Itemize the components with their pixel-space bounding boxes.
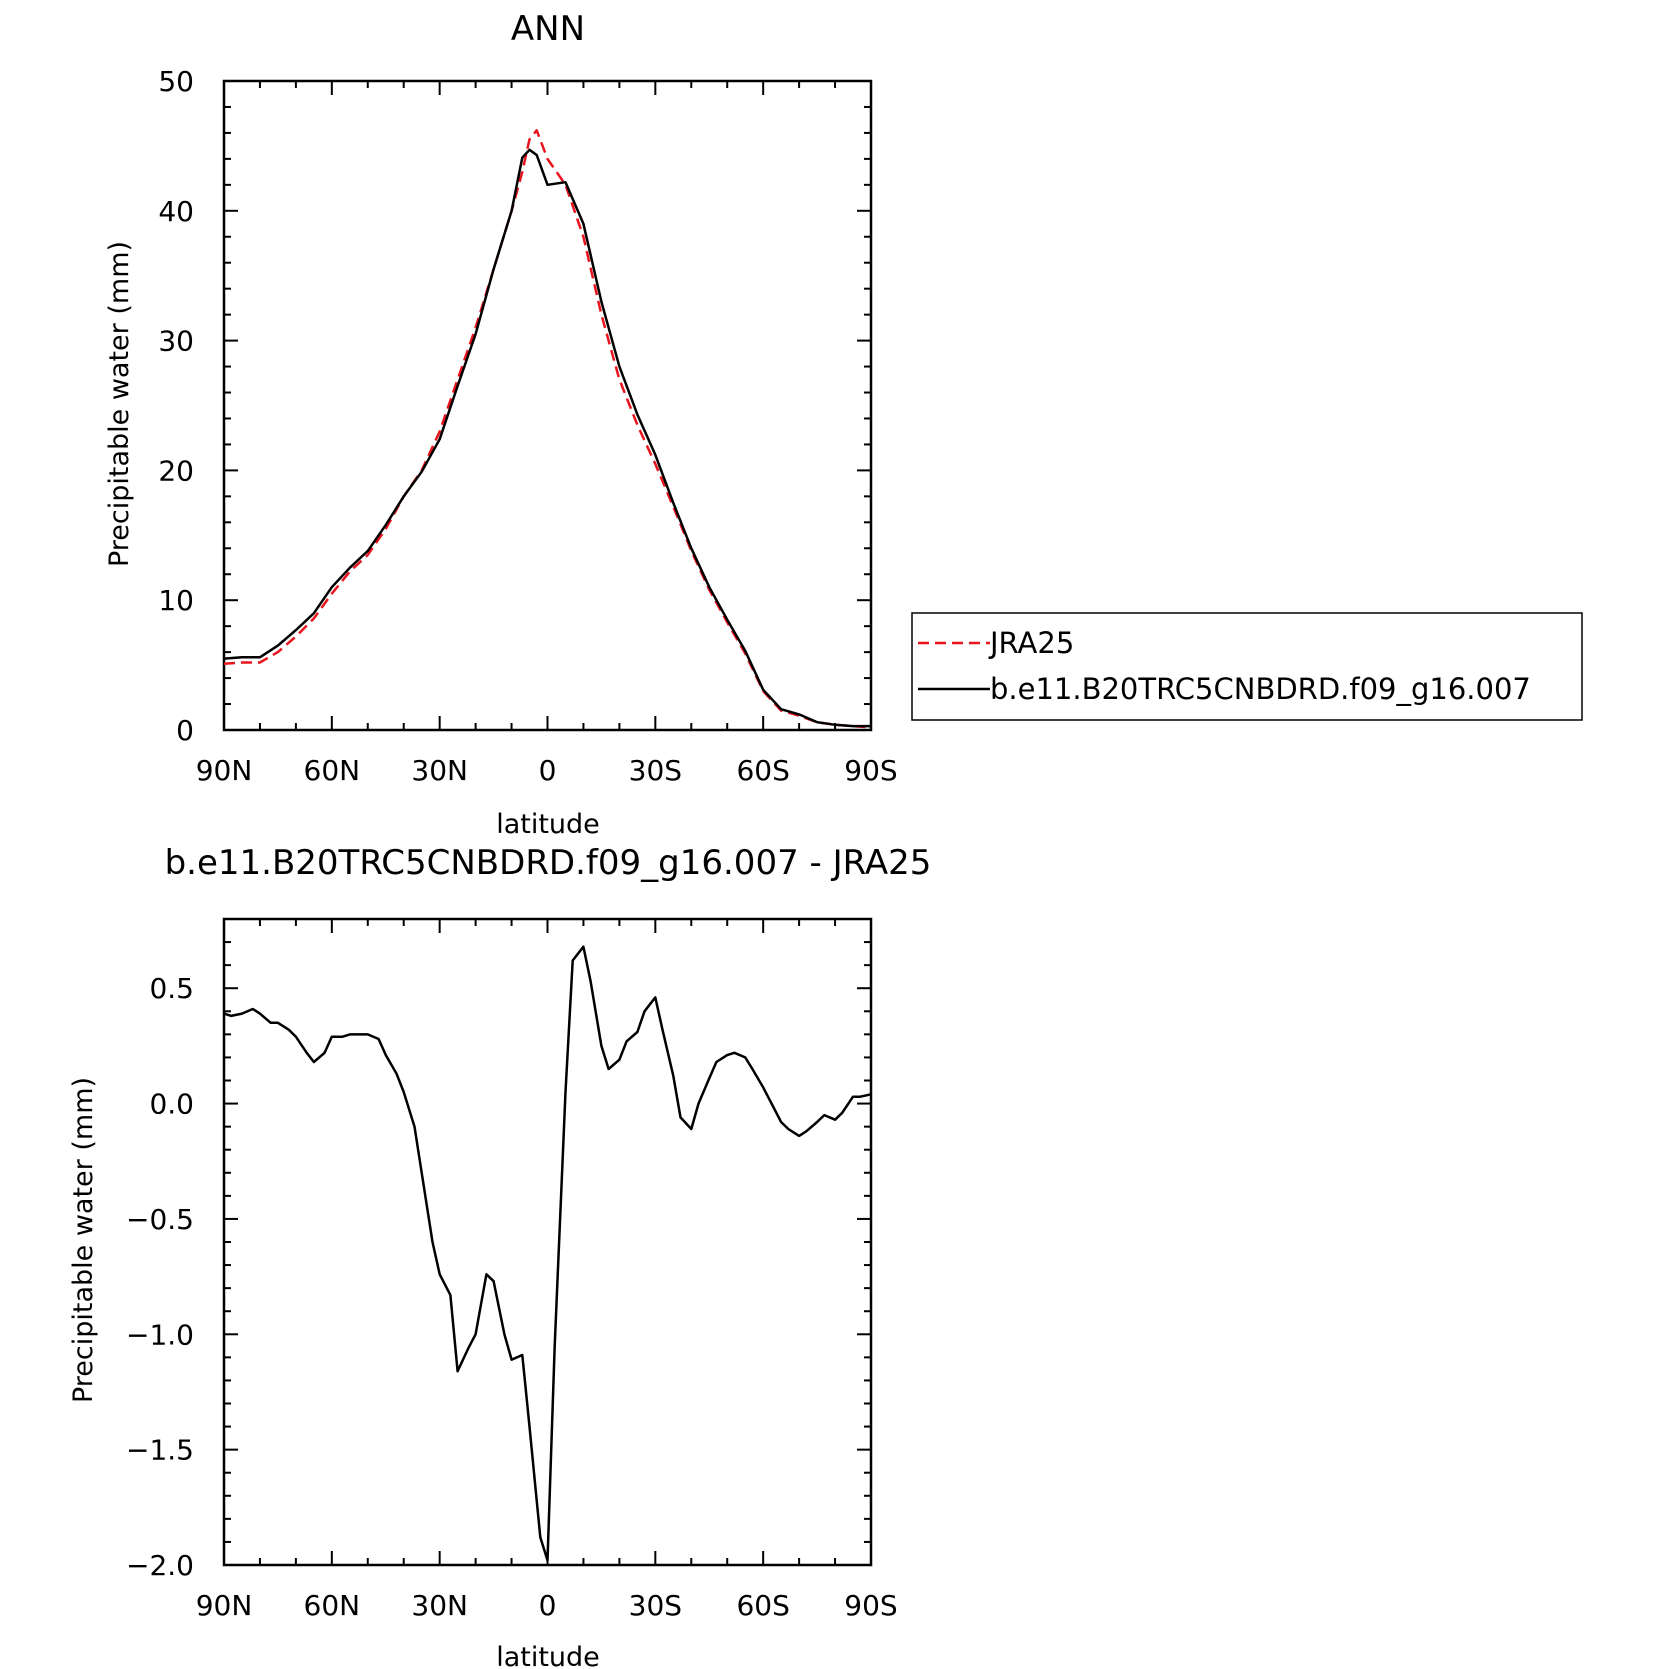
x-tick-label: 90N [196,754,253,787]
series-line-0-0 [223,129,872,729]
bottom-plot-frame [222,917,873,1567]
bottom-x-axis-label: latitude [496,1642,600,1669]
x-tick-label: 0 [539,754,557,787]
top-plot-frame [222,79,873,732]
bottom-series-group [223,945,872,1562]
y-tick-label: 40 [158,195,194,228]
legend: JRA25 b.e11.B20TRC5CNBDRD.f09_g16.007 [911,612,1583,721]
y-tick-label: 20 [158,454,194,487]
x-tick-label: 60S [736,1589,789,1622]
x-tick-label: 90S [844,1589,897,1622]
bottom-tick-labels: 90N 60N 30N 0 30S 60S 90S 0.5 0.0 −0.5 −1.0 −1.5 −2.… [126,972,898,1622]
y-tick-label: −1.5 [126,1434,194,1467]
top-y-axis-label: Precipitable water (mm) [104,241,135,567]
top-x-axis-label: latitude [496,809,600,840]
x-tick-label: 30N [411,1589,468,1622]
y-tick-label: −2.0 [126,1549,194,1582]
bottom-axis-ticks [223,918,872,1566]
x-tick-label: 60S [736,754,789,787]
top-chart-title: ANN [511,9,585,49]
x-tick-label: 90N [196,1589,253,1622]
x-tick-label: 0 [539,1589,557,1622]
bottom-panel: b.e11.B20TRC5CNBDRD.f09_g16.007 - JRA25 … [68,843,931,1669]
y-tick-label: 0.0 [149,1088,194,1121]
top-axis-ticks [223,80,872,731]
series-line-0-1 [223,148,871,728]
y-tick-label: −1.0 [126,1318,194,1351]
legend-label-jra25: JRA25 [988,626,1074,660]
y-tick-label: 0.5 [149,972,194,1005]
x-tick-label: 60N [304,1589,361,1622]
y-tick-label: 30 [158,325,194,358]
bottom-chart-title: b.e11.B20TRC5CNBDRD.f09_g16.007 - JRA25 [165,843,932,883]
x-tick-label: 90S [844,754,897,787]
y-tick-label: 50 [158,65,194,98]
x-tick-label: 60N [304,754,361,787]
x-tick-label: 30N [411,754,468,787]
legend-box [911,612,1583,721]
y-tick-label: −0.5 [126,1203,194,1236]
bottom-y-axis-label: Precipitable water (mm) [68,1077,99,1403]
series-line-1-0 [223,945,872,1562]
legend-label-model: b.e11.B20TRC5CNBDRD.f09_g16.007 [990,672,1531,706]
x-tick-label: 30S [629,754,682,787]
y-tick-label: 10 [158,584,194,617]
top-tick-labels: 90N 60N 30N 0 30S 60S 90S 0 10 20 30 40 50 [158,65,897,787]
x-tick-label: 30S [629,1589,682,1622]
y-tick-label: 0 [176,714,194,747]
top-series-group [223,129,872,729]
top-panel: ANN 90N 60N 30N 0 30S 60S 90S 0 10 20 30 40 50 latit… [104,9,1583,840]
